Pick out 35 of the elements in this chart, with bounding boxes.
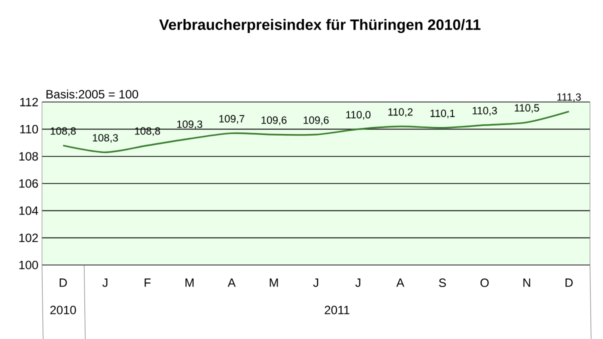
data-label: 109,7	[219, 115, 244, 124]
x-tick-label: D	[566, 278, 573, 287]
data-label: 110,2	[388, 108, 413, 117]
data-label: 108,3	[92, 134, 118, 143]
text: Basis:2005 = 100	[46, 90, 138, 98]
x-tick-label: M	[270, 278, 278, 287]
x-tick-label: A	[396, 278, 404, 287]
x-tick-label: J	[355, 278, 360, 287]
y-tick-label: 100	[19, 260, 38, 270]
x-tick-label: D	[60, 278, 67, 287]
data-label: 110,0	[346, 110, 370, 120]
y-tick-label: 106	[19, 179, 38, 188]
text: 2011	[324, 306, 350, 314]
data-label: 109,6	[262, 116, 287, 126]
y-tick-label: 108	[19, 152, 38, 161]
y-tick-label: 110	[20, 124, 38, 134]
x-tick-label: J	[102, 278, 108, 287]
text: 2010	[50, 306, 76, 314]
x-tick-label: M	[186, 278, 194, 287]
x-tick-label: O	[480, 278, 489, 288]
x-tick-label: F	[144, 278, 151, 287]
x-tick-label: N	[523, 278, 530, 287]
data-label: 111,3	[557, 93, 581, 102]
data-label: 110,5	[514, 104, 540, 113]
data-label: 109,3	[177, 120, 202, 130]
data-label: 110,3	[472, 106, 497, 116]
y-tick-label: 112	[20, 98, 38, 106]
x-tick-label: A	[228, 278, 236, 287]
x-tick-label: S	[439, 278, 446, 288]
y-tick-label: 104	[19, 206, 38, 215]
data-label: 109,6	[304, 116, 329, 126]
chart-title: Verbraucherpreisindex für Thüringen 2010/11	[159, 18, 480, 34]
y-tick-label: 102	[19, 234, 38, 242]
x-tick-label: J	[313, 278, 318, 287]
data-label: 110,1	[430, 110, 455, 118]
